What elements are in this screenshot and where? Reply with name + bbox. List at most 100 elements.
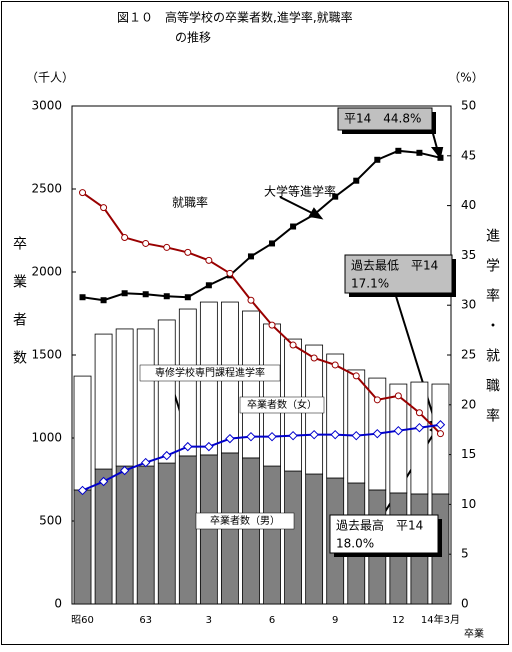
y-tick-label: 0 — [54, 597, 62, 611]
marker — [331, 361, 339, 369]
series-label: 卒業者数（女） — [247, 398, 317, 411]
marker — [395, 147, 402, 154]
bar — [136, 328, 155, 467]
marker — [225, 433, 235, 444]
marker — [352, 372, 360, 380]
marker — [332, 193, 339, 200]
marker — [205, 282, 212, 289]
bar — [115, 328, 134, 467]
marker — [288, 430, 298, 441]
series-label: 就職率 — [172, 195, 208, 210]
marker — [330, 429, 340, 440]
bar — [199, 454, 218, 605]
bar — [263, 323, 281, 467]
y-tick-label: 2500 — [31, 182, 62, 196]
bar — [94, 333, 113, 470]
callout-text: 17.1% — [351, 277, 389, 291]
chart-title: の推移 — [175, 31, 211, 45]
y-tick-label: 3000 — [31, 99, 62, 113]
marker — [414, 423, 425, 433]
y2-axis-title: 進学率・就職率 — [484, 228, 500, 438]
marker — [184, 294, 191, 301]
marker — [163, 293, 170, 300]
y2-tick-label: 10 — [461, 497, 476, 511]
bar — [115, 465, 134, 605]
marker — [309, 429, 319, 440]
callout-text: 過去最高 平14 — [336, 518, 423, 533]
bar — [242, 310, 260, 459]
x-tick-label: 12 — [392, 615, 405, 626]
marker — [98, 476, 109, 487]
series-label: 大学等進学率 — [264, 184, 336, 199]
y2-tick-label: 45 — [461, 148, 476, 162]
bar — [73, 489, 92, 605]
bar — [389, 383, 408, 494]
bar — [305, 473, 324, 605]
bar — [157, 462, 176, 605]
marker — [119, 465, 130, 476]
marker — [267, 431, 277, 442]
x-tick-label: 63 — [139, 615, 152, 626]
x-tick-label: 9 — [332, 615, 338, 626]
y2-tick-label: 15 — [461, 447, 476, 461]
marker — [435, 420, 446, 430]
marker — [247, 296, 255, 304]
bar — [284, 470, 302, 605]
bar — [431, 383, 450, 495]
y2-tick-label: 0 — [461, 597, 469, 611]
bar — [326, 353, 345, 479]
marker — [77, 485, 88, 496]
marker — [436, 430, 444, 438]
y-tick-label: 2000 — [31, 265, 62, 279]
marker — [246, 431, 256, 442]
bar — [347, 369, 366, 484]
y2-tick-label: 50 — [461, 99, 476, 113]
y2-tick-label: 20 — [461, 397, 476, 411]
bar — [263, 465, 281, 605]
marker — [79, 189, 87, 197]
marker — [416, 149, 423, 156]
marker — [162, 450, 172, 461]
marker — [351, 430, 361, 441]
series-label: 専修学校専門課程進学率 — [155, 366, 265, 379]
y-tick-label: 1000 — [31, 431, 62, 445]
callout — [344, 254, 453, 294]
y2-unit: （%） — [448, 71, 483, 85]
bar — [410, 381, 429, 495]
chart-title: 図１０ 高等学校の卒業者数,進学率,就職率 — [117, 10, 353, 25]
marker — [142, 291, 149, 298]
line — [82, 149, 441, 302]
marker — [140, 457, 151, 468]
marker — [353, 177, 360, 184]
marker — [311, 211, 318, 218]
marker — [142, 239, 150, 247]
marker — [100, 297, 107, 304]
marker — [121, 233, 129, 241]
marker — [205, 256, 213, 264]
callout — [337, 107, 433, 131]
y-axis-title: 卒業者数 — [11, 236, 27, 388]
x-axis-title: 卒業 — [464, 627, 484, 640]
marker — [269, 240, 276, 247]
marker — [247, 253, 254, 260]
marker — [204, 441, 214, 452]
marker — [289, 341, 297, 349]
label-box — [139, 364, 281, 382]
y-tick-label: 1500 — [31, 348, 62, 362]
bar — [242, 457, 260, 605]
y2-tick-label: 40 — [461, 198, 476, 212]
marker — [374, 156, 381, 163]
bar — [178, 308, 197, 457]
y2-tick-label: 5 — [461, 547, 469, 561]
bar — [73, 375, 92, 491]
marker — [183, 441, 193, 452]
y2-tick-label: 25 — [461, 348, 476, 362]
marker — [393, 425, 404, 436]
x-tick-label: 14年3月 — [421, 613, 460, 626]
marker — [415, 409, 423, 417]
label-box — [195, 512, 295, 530]
marker — [79, 294, 86, 301]
y2-tick-label: 30 — [461, 298, 476, 312]
y-tick-label: 500 — [39, 514, 62, 528]
